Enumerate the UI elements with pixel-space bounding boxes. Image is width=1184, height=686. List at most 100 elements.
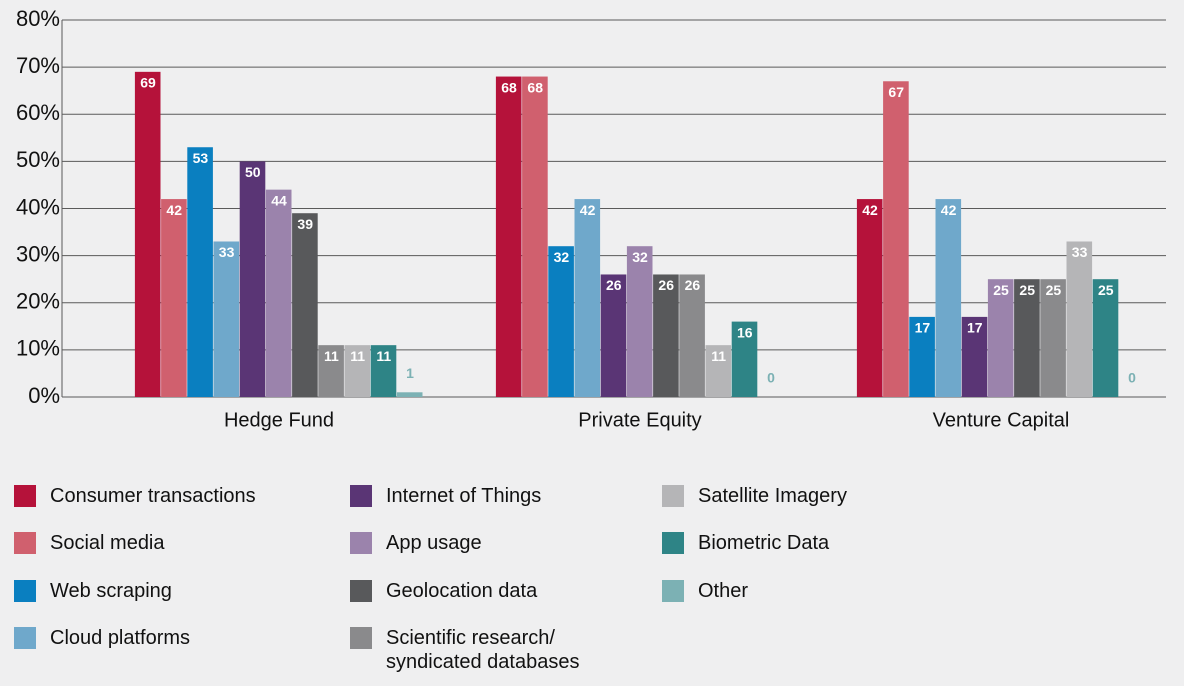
value-label: 25: [1098, 282, 1114, 298]
bar: [548, 246, 574, 397]
value-label: 11: [324, 348, 339, 364]
legend-swatch: [14, 580, 36, 602]
x-tick-label: Venture Capital: [933, 409, 1070, 431]
bar: [626, 246, 653, 397]
value-label: 42: [580, 202, 596, 218]
bar: [239, 161, 266, 397]
bar: [292, 213, 318, 397]
y-tick-label: 0%: [28, 383, 60, 408]
legend-swatch: [662, 485, 684, 507]
value-label: 1: [406, 365, 414, 381]
legend-label: Scientific research/ syndicated database…: [386, 627, 580, 673]
value-label: 0: [767, 370, 775, 386]
value-label: 67: [888, 84, 904, 100]
value-label: 26: [685, 277, 701, 293]
legend-label: Social media: [50, 532, 165, 554]
bar: [396, 392, 423, 397]
y-tick-label: 70%: [16, 53, 60, 78]
bar: [731, 321, 758, 397]
bar: [161, 199, 187, 397]
bar: [705, 345, 732, 397]
legend-item: Other: [662, 579, 748, 603]
value-label: 32: [632, 249, 648, 265]
y-tick-label: 50%: [16, 147, 60, 172]
legend-label: Internet of Things: [386, 485, 542, 507]
legend-item: Satellite Imagery: [662, 484, 847, 508]
value-label: 33: [219, 244, 235, 260]
bar: [213, 241, 240, 397]
value-label: 25: [1019, 282, 1035, 298]
value-label: 26: [658, 277, 674, 293]
value-label: 11: [350, 348, 365, 364]
legend-swatch: [350, 580, 372, 602]
bar: [653, 274, 679, 397]
y-tick-label: 20%: [16, 289, 60, 314]
value-label: 68: [527, 79, 543, 95]
legend-label: Consumer transactions: [50, 485, 256, 507]
y-tick-label: 60%: [16, 100, 60, 125]
value-label: 17: [915, 320, 931, 336]
value-label: 16: [737, 324, 753, 340]
bar: [1014, 279, 1040, 397]
legend-swatch: [350, 627, 372, 649]
value-label: 0: [1128, 370, 1136, 386]
value-label: 44: [271, 192, 287, 208]
bar: [495, 76, 522, 398]
legend-item: Biometric Data: [662, 531, 829, 555]
bar: [1040, 279, 1066, 397]
legend-item: Web scraping: [14, 579, 172, 603]
bar: [935, 199, 962, 397]
legend-swatch: [350, 485, 372, 507]
bar: [1092, 279, 1119, 397]
y-tick-label: 30%: [16, 241, 60, 266]
value-label: 26: [606, 277, 622, 293]
legend-item: Internet of Things: [350, 484, 541, 508]
legend-label: Other: [698, 580, 749, 602]
legend-swatch: [14, 532, 36, 554]
value-label: 50: [245, 164, 261, 180]
value-label: 11: [711, 348, 726, 364]
value-label: 11: [376, 348, 391, 364]
bar: [344, 345, 371, 397]
value-label: 25: [993, 282, 1009, 298]
legend-label: Satellite Imagery: [698, 485, 847, 507]
value-label: 17: [967, 320, 983, 336]
legend-item: Geolocation data: [350, 579, 537, 603]
bar: [987, 279, 1014, 397]
legend-label: Geolocation data: [386, 580, 538, 602]
bar: [883, 81, 909, 397]
legend-label: App usage: [386, 532, 482, 554]
bar: [574, 199, 601, 397]
value-label: 69: [140, 75, 156, 91]
bar: [318, 345, 344, 397]
bar: [1066, 241, 1093, 397]
legend-item: Scientific research/ syndicated database…: [350, 626, 579, 674]
bar: [370, 345, 397, 397]
legend-swatch: [350, 532, 372, 554]
value-label: 53: [193, 150, 209, 166]
bar: [522, 76, 548, 398]
legend-swatch: [14, 627, 36, 649]
legend-label: Cloud platforms: [50, 627, 191, 649]
legend-label: Biometric Data: [698, 532, 830, 554]
value-label: 25: [1046, 282, 1062, 298]
y-tick-label: 80%: [16, 6, 60, 31]
y-tick-label: 10%: [16, 336, 60, 361]
legend-item: Consumer transactions: [14, 484, 256, 508]
legend-label: Web scraping: [50, 580, 172, 602]
value-label: 32: [554, 249, 570, 265]
x-tick-label: Private Equity: [578, 409, 701, 431]
legend-swatch: [14, 485, 36, 507]
value-label: 39: [297, 216, 313, 232]
bar: [856, 199, 883, 397]
legend-item: Social media: [14, 531, 165, 555]
legend-swatch: [662, 532, 684, 554]
bar: [961, 316, 988, 397]
bar: [909, 316, 935, 397]
value-label: 33: [1072, 244, 1088, 260]
bar: [600, 274, 627, 397]
y-tick-label: 40%: [16, 194, 60, 219]
value-label: 42: [166, 202, 182, 218]
